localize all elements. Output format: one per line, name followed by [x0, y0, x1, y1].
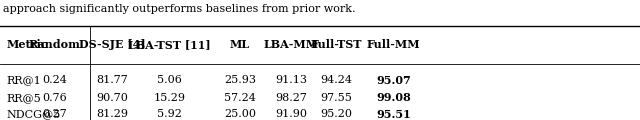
Text: 15.29: 15.29 — [154, 93, 186, 103]
Text: RR@1: RR@1 — [6, 75, 41, 85]
Text: 25.00: 25.00 — [224, 109, 256, 119]
Text: 91.90: 91.90 — [275, 109, 307, 119]
Text: LBA-MM: LBA-MM — [264, 39, 319, 50]
Text: 5.06: 5.06 — [157, 75, 182, 85]
Text: 81.77: 81.77 — [96, 75, 128, 85]
Text: DS-SJE [4]: DS-SJE [4] — [79, 39, 145, 50]
Text: 98.27: 98.27 — [275, 93, 307, 103]
Text: 94.24: 94.24 — [320, 75, 352, 85]
Text: 57.24: 57.24 — [224, 93, 256, 103]
Text: NDCG@5: NDCG@5 — [6, 109, 61, 119]
Text: 0.24: 0.24 — [42, 75, 67, 85]
Text: 95.07: 95.07 — [376, 75, 411, 86]
Text: RR@5: RR@5 — [6, 93, 41, 103]
Text: 81.29: 81.29 — [96, 109, 128, 119]
Text: 91.13: 91.13 — [275, 75, 307, 85]
Text: Metric: Metric — [6, 39, 48, 50]
Text: LBA-TST [11]: LBA-TST [11] — [128, 39, 211, 50]
Text: 90.70: 90.70 — [96, 93, 128, 103]
Text: 97.55: 97.55 — [320, 93, 352, 103]
Text: 0.76: 0.76 — [42, 93, 67, 103]
Text: 99.08: 99.08 — [376, 92, 411, 103]
Text: approach significantly outperforms baselines from prior work.: approach significantly outperforms basel… — [3, 4, 356, 14]
Text: Full-TST: Full-TST — [310, 39, 362, 50]
Text: 95.51: 95.51 — [376, 109, 411, 120]
Text: 25.93: 25.93 — [224, 75, 256, 85]
Text: ML: ML — [230, 39, 250, 50]
Text: 0.27: 0.27 — [42, 109, 67, 119]
Text: Random: Random — [28, 39, 81, 50]
Text: 95.20: 95.20 — [320, 109, 352, 119]
Text: Full-MM: Full-MM — [367, 39, 420, 50]
Text: 5.92: 5.92 — [157, 109, 182, 119]
